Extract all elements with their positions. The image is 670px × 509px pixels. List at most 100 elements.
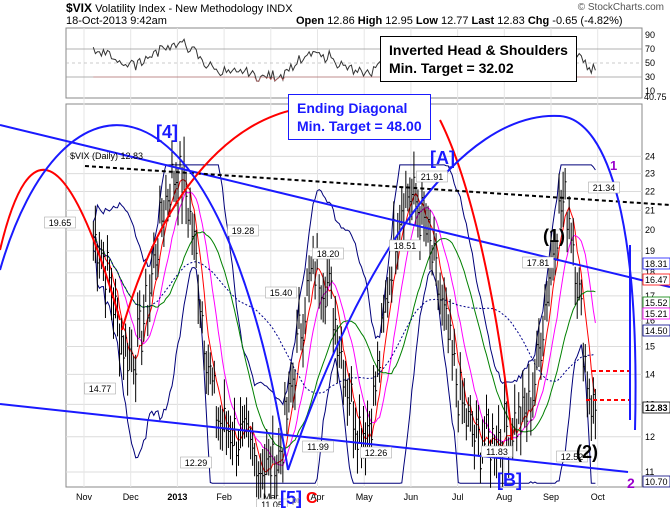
- y-tick-label: 23: [645, 169, 655, 179]
- x-tick-label: Nov: [76, 492, 93, 502]
- right-axis-value-box: [642, 475, 670, 488]
- price-value-label-box: [227, 224, 259, 237]
- y-tick-label: 20: [645, 225, 655, 235]
- price-value-label: 19.28: [227, 224, 259, 237]
- price-value-label: 18.51: [389, 239, 421, 252]
- price-value-label-text: 12.26: [365, 448, 388, 458]
- last-label: Last: [471, 15, 495, 27]
- price-value-label: 12.52: [556, 450, 588, 463]
- right-axis-value: 16.47: [645, 275, 668, 285]
- x-tick-label: May: [356, 492, 374, 502]
- watermark: © StockCharts.com: [577, 2, 664, 13]
- price-value-label-box: [180, 456, 212, 469]
- diag-title: Ending Diagonal: [297, 100, 408, 116]
- rsi-tick-label: 10: [645, 86, 655, 96]
- x-tick-label: Feb: [216, 492, 232, 502]
- price-value-label-box: [312, 247, 344, 260]
- ending-diagonal-callout: Ending Diagonal Min. Target = 48.00: [288, 94, 431, 140]
- x-tick-label: Dec: [123, 492, 140, 502]
- x-tick-label: Sep: [543, 492, 559, 502]
- diag-target: Min. Target = 48.00: [297, 118, 422, 134]
- y-tick-label: 11: [645, 467, 654, 477]
- y-tick-label: 15: [645, 342, 655, 352]
- exchange: INDX: [266, 3, 293, 15]
- price-value-label-text: 18.20: [317, 249, 340, 259]
- chart-title-line: $VIX Volatility Index - New Methodology …: [66, 2, 293, 15]
- price-value-label-text: 11.83: [486, 447, 508, 457]
- right-axis-value: 15.21: [645, 309, 668, 319]
- price-value-label-box: [481, 445, 513, 458]
- low-label: Low: [415, 15, 438, 27]
- price-value-label-box: [302, 440, 334, 453]
- wave-label-2: 2: [627, 475, 635, 491]
- price-value-label: 21.91: [416, 170, 448, 183]
- price-value-label-box: [265, 286, 297, 299]
- ma-green-line: [92, 231, 596, 449]
- index-name: Volatility Index - New Methodology: [95, 3, 264, 15]
- x-tick-label: Apr: [310, 492, 324, 502]
- price-value-label: 12.29: [180, 456, 212, 469]
- right-axis-value: 18.31: [645, 259, 668, 269]
- right-axis-value: 10.70: [645, 477, 668, 487]
- wave-label-A: [A]: [430, 148, 455, 168]
- ma-dotted-line: [92, 235, 596, 394]
- right-axis-value-box: [642, 324, 670, 337]
- right-axis-value-box: [642, 307, 670, 320]
- y-tick-label: 12: [645, 432, 655, 442]
- price-value-label-box: [389, 239, 421, 252]
- right-axis-value: 14.50: [645, 326, 668, 336]
- bollinger-upper: [92, 164, 596, 406]
- wave-label-1-paren: (1): [543, 226, 565, 246]
- low-value: 12.77: [440, 15, 469, 27]
- ohlc-readout: Open 12.86 High 12.95 Low 12.77 Last 12.…: [296, 15, 623, 27]
- right-axis-value: 15.52: [645, 298, 668, 308]
- price-value-label-text: 11.05: [261, 500, 283, 507]
- price-value-label-text: 19.65: [49, 218, 72, 228]
- y-tick-label: 16: [645, 315, 655, 325]
- price-value-label-text: 14.77: [89, 384, 112, 394]
- y-tick-label: 22: [645, 187, 655, 197]
- y-tick-label: 18: [645, 268, 655, 278]
- price-value-label: 19.65: [44, 216, 76, 229]
- wave-label-4: [4]: [156, 122, 178, 142]
- x-tick-label: 2013: [167, 492, 187, 502]
- wave-label-1: 1: [610, 158, 618, 173]
- price-value-label-text: 11.99: [307, 442, 329, 452]
- price-value-label-box: [416, 170, 448, 183]
- open-label: Open: [296, 15, 325, 27]
- high-value: 12.95: [385, 15, 413, 27]
- y-tick-label: 17: [645, 291, 655, 301]
- y-tick-label: 24: [645, 151, 655, 161]
- price-value-label-box: [84, 382, 116, 395]
- chg-label: Chg: [527, 15, 550, 27]
- price-value-label-text: 19.28: [232, 226, 255, 236]
- red-cycle-arc-right: [439, 119, 513, 441]
- price-value-label-text: 21.34: [593, 183, 616, 193]
- wave-label-5: [5]: [280, 488, 302, 508]
- rsi-tick-label: 90: [645, 30, 655, 40]
- hs-title: Inverted Head & Shoulders: [389, 42, 568, 58]
- chg-value: -0.65 (-4.82%): [552, 15, 623, 27]
- price-value-label: 21.34: [588, 181, 620, 194]
- chart-inner-title: $VIX (Daily) 12.83: [70, 151, 143, 161]
- right-axis-value: 12.83: [645, 403, 668, 413]
- last-value: 12.83: [497, 15, 525, 27]
- price-value-label-text: 17.81: [527, 258, 550, 268]
- price-value-label-box: [360, 446, 392, 459]
- rsi-tick-label: 30: [645, 72, 655, 82]
- price-value-label: 11.99: [302, 440, 334, 453]
- bollinger-lower: [92, 250, 596, 484]
- price-value-label: 17.81: [522, 256, 554, 269]
- x-tick-label: Jul: [452, 492, 464, 502]
- x-tick-label: Aug: [496, 492, 512, 502]
- right-axis-value-box: [642, 257, 670, 270]
- wave-label-2-paren: (2): [576, 442, 598, 462]
- price-value-label: 12.26: [360, 446, 392, 459]
- right-axis-value-box: [642, 273, 670, 286]
- price-value-label-text: 12.52: [561, 452, 584, 462]
- y-tick-label: 21: [645, 205, 655, 215]
- hs-target: Min. Target = 32.02: [389, 60, 514, 76]
- blue-cycle-arc-left: [0, 124, 289, 471]
- high-label: High: [357, 15, 383, 27]
- price-value-label-box: [522, 256, 554, 269]
